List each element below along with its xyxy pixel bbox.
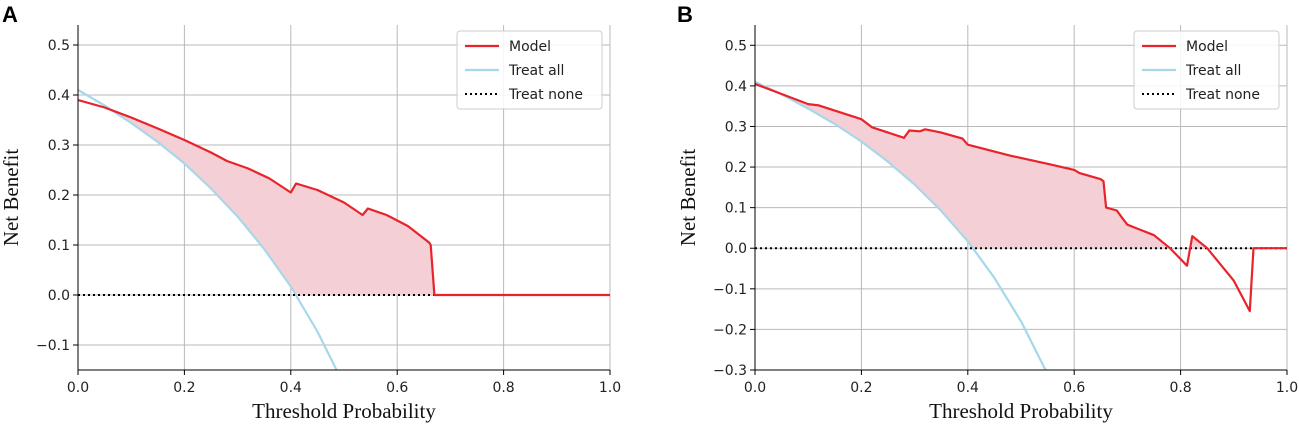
legend: Model Treat all Treat none (1133, 30, 1280, 110)
y-tick-label: −0.1 (713, 282, 747, 298)
legend-label: Treat none (508, 87, 583, 103)
x-tick-label: 0.8 (492, 380, 514, 396)
y-tick-label: 0.4 (48, 88, 70, 104)
x-tick-label: 0.0 (744, 380, 766, 396)
legend-label: Treat none (1185, 87, 1260, 103)
treat-all-line (755, 80, 1047, 370)
benefit-shading (78, 100, 610, 295)
legend-box (1133, 30, 1280, 110)
y-tick-label: −0.2 (713, 322, 747, 338)
y-axis-title: Net Benefit (676, 149, 700, 247)
x-axis-title: Threshold Probability (252, 399, 436, 423)
y-tick-label: 0.1 (725, 201, 747, 217)
x-tick-label: 0.6 (1063, 380, 1085, 396)
panel-a: A 0.0 0.2 0.4 0.6 0.8 1.0 −0.1 0.0 0.1 0.2 0.3 0.4 0.… (0, 2, 621, 423)
y-tick-label: 0.4 (725, 79, 747, 95)
x-axis-title: Threshold Probability (929, 399, 1113, 423)
y-tick-label: 0.1 (48, 238, 70, 254)
panel-label: A (2, 2, 18, 27)
x-tick-label: 0.8 (1169, 380, 1191, 396)
x-tick-label: 0.4 (957, 380, 979, 396)
x-tick-label: 0.6 (386, 380, 408, 396)
y-tick-label: 0.5 (725, 38, 747, 54)
legend-label: Treat all (508, 63, 564, 79)
treat-all-line (78, 89, 338, 370)
y-tick-label: 0.5 (48, 38, 70, 54)
x-tick-label: 0.2 (850, 380, 872, 396)
y-tick-label: 0.2 (725, 160, 747, 176)
y-tick-label: 0.3 (725, 119, 747, 135)
y-tick-label: −0.1 (36, 338, 70, 354)
x-tick-label: 0.4 (280, 380, 302, 396)
y-tick-label: 0.0 (48, 288, 70, 304)
legend-label: Model (509, 39, 551, 55)
y-axis-title: Net Benefit (0, 149, 23, 247)
legend-label: Treat all (1185, 63, 1241, 79)
x-tick-label: 0.0 (67, 380, 89, 396)
legend: Model Treat all Treat none (456, 30, 603, 110)
model-line (78, 98, 610, 297)
y-tick-label: 0.3 (48, 138, 70, 154)
y-tick-label: 0.2 (48, 188, 70, 204)
y-tick-label: −0.3 (713, 363, 747, 379)
panel-label: B (677, 2, 693, 27)
plot-area (78, 89, 610, 370)
panel-b: B 0.0 0.2 0.4 0.6 0.8 1.0 −0.3 −0.2 −0.1 0.0 0.1 0.2… (676, 2, 1298, 423)
plot-area (755, 80, 1287, 370)
model-line (755, 82, 1287, 313)
legend-label: Model (1186, 39, 1228, 55)
x-tick-label: 1.0 (1276, 380, 1298, 396)
x-tick-label: 1.0 (599, 380, 621, 396)
legend-box (456, 30, 603, 110)
x-tick-label: 0.2 (173, 380, 195, 396)
y-tick-label: 0.0 (725, 241, 747, 257)
benefit-shading (755, 83, 1287, 312)
